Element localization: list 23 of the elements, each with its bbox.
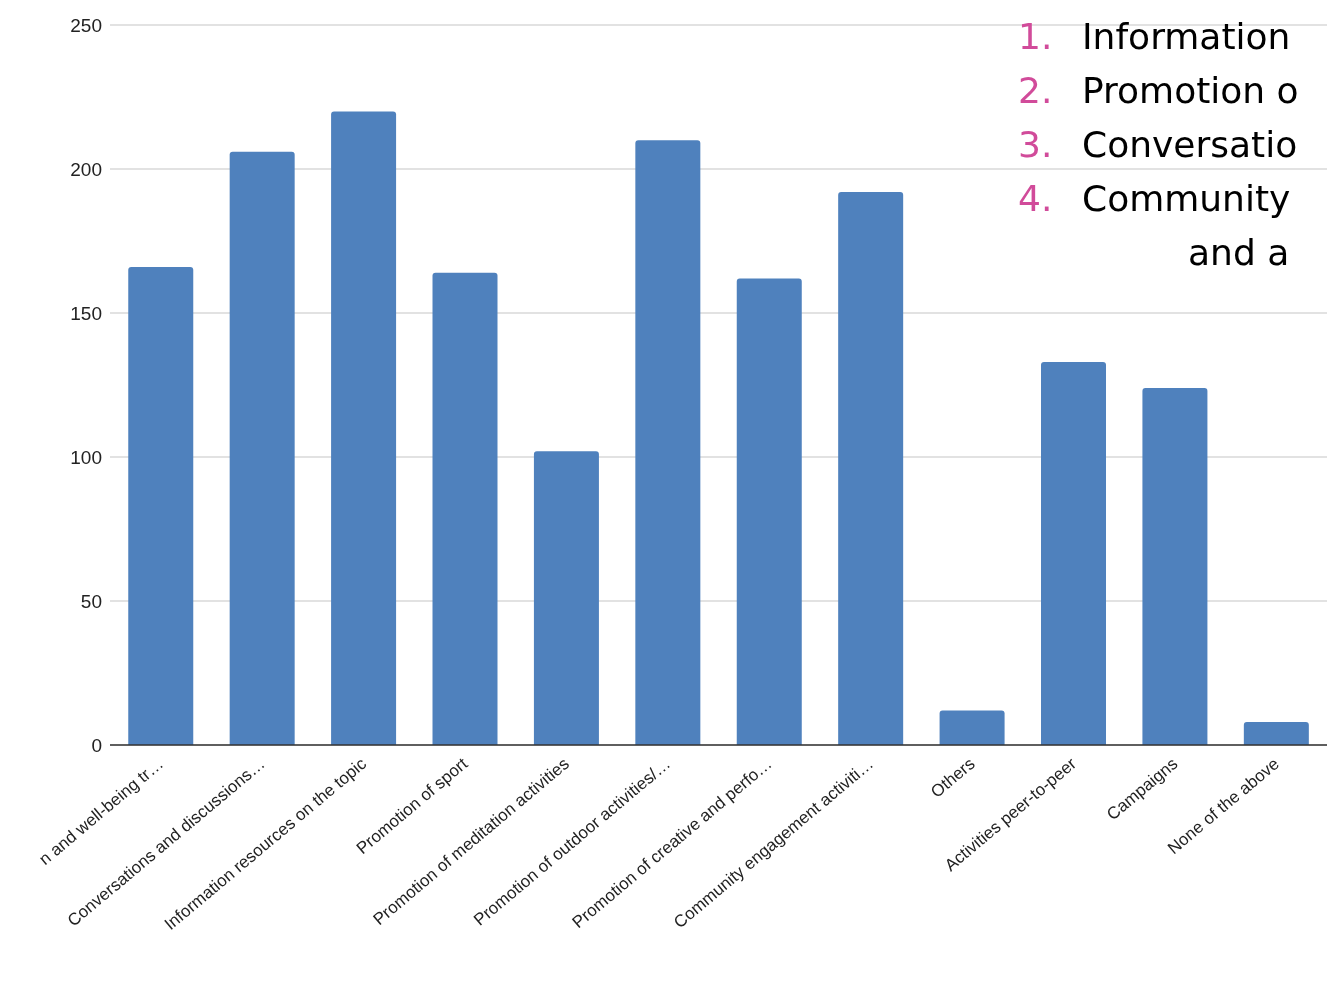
y-tick-label: 100	[70, 446, 102, 468]
annotation: 3. Conversatio	[1018, 123, 1298, 167]
bar	[1243, 721, 1309, 745]
bar	[838, 192, 904, 745]
bar	[331, 111, 397, 745]
y-tick-label: 250	[70, 14, 102, 36]
bar	[635, 140, 701, 745]
y-tick-label: 50	[80, 590, 102, 612]
y-tick-label: 0	[91, 734, 102, 756]
bar	[939, 710, 1005, 745]
annotation: and a	[1188, 232, 1290, 273]
bar	[128, 266, 194, 745]
bar	[533, 451, 599, 745]
annotation: 1. Information	[1018, 15, 1291, 59]
bar	[432, 272, 498, 745]
y-tick-label: 200	[70, 158, 102, 180]
bar	[736, 278, 802, 745]
bar	[1142, 387, 1208, 745]
annotation: 4. Community	[1018, 177, 1291, 221]
bar	[229, 151, 295, 745]
y-tick-label: 150	[70, 302, 102, 324]
annotation: 2. Promotion o	[1018, 69, 1299, 113]
bar	[1041, 361, 1107, 745]
